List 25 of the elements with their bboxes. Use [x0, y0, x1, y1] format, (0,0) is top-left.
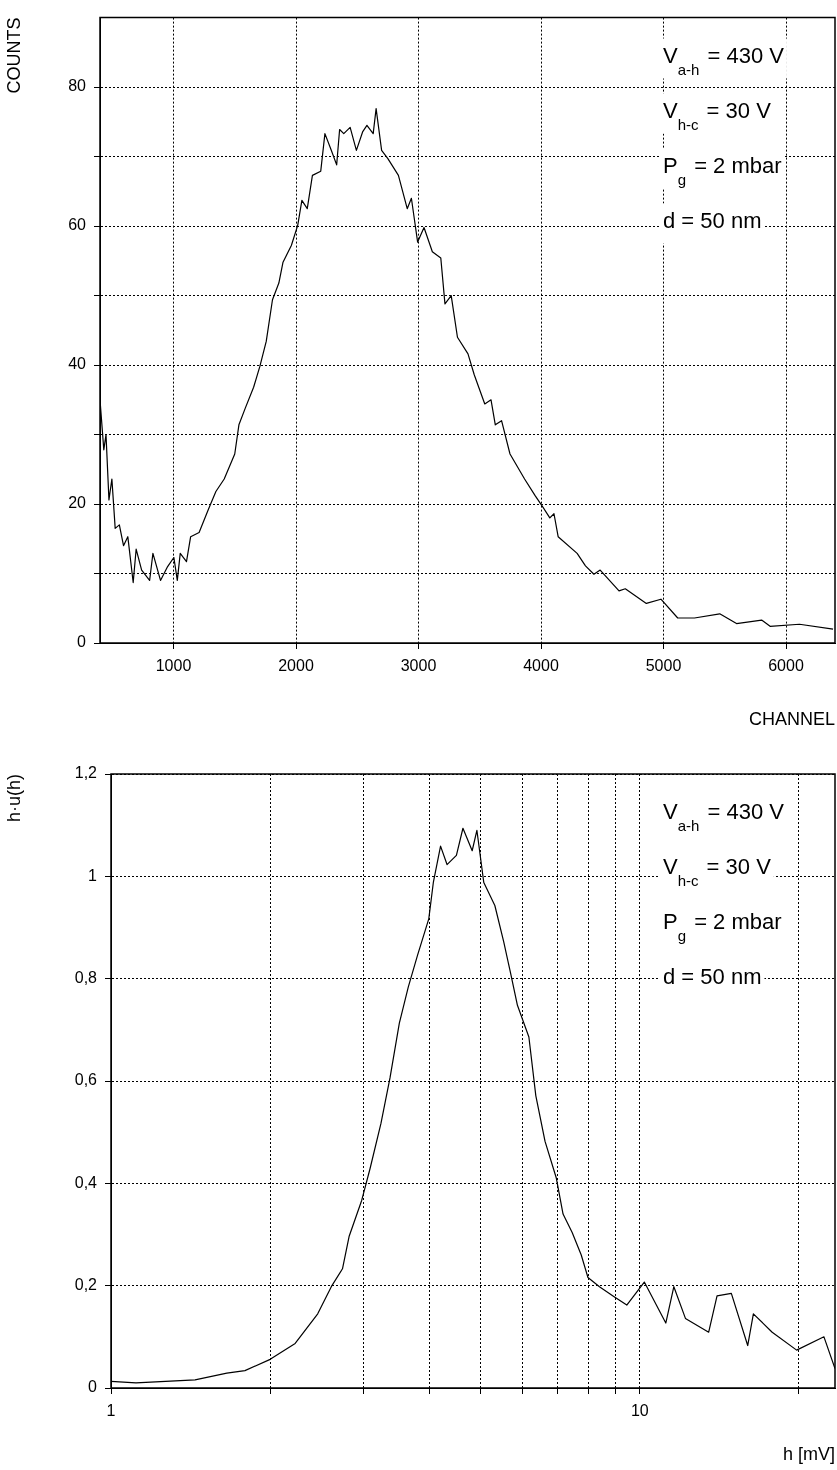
x-axis-title: h [mV]	[782, 1444, 835, 1465]
annotation: d = 50 nm	[663, 964, 762, 989]
y-tick-label: 0	[88, 1378, 98, 1396]
y-tick-label: 0,8	[74, 969, 98, 987]
y-tick-label: 1,2	[74, 764, 98, 782]
y-tick-label: 80	[68, 77, 87, 95]
y-axis-title: h·u(h)	[3, 774, 24, 823]
x-tick-label: 6000	[768, 657, 804, 675]
y-axis-title: COUNTS	[3, 17, 24, 94]
y-tick-label: 0	[77, 633, 87, 651]
x-tick-label: 10	[630, 1402, 649, 1420]
x-axis-title: CHANNEL	[748, 709, 835, 730]
x-tick-label: 1000	[155, 657, 192, 675]
y-tick-label: 40	[68, 355, 87, 373]
annotation: d = 50 nm	[663, 207, 762, 233]
x-tick-label: 3000	[400, 657, 437, 675]
y-tick-label: 20	[68, 494, 87, 512]
y-tick-label: 1	[88, 866, 98, 884]
y-tick-label: 0,2	[74, 1276, 98, 1294]
x-tick-label: 4000	[523, 657, 559, 675]
y-tick-label: 0,4	[74, 1173, 98, 1191]
y-tick-label: 0,6	[74, 1071, 98, 1089]
x-tick-label: 5000	[645, 657, 682, 675]
x-tick-label: 2000	[278, 657, 314, 675]
y-tick-label: 60	[68, 216, 87, 234]
